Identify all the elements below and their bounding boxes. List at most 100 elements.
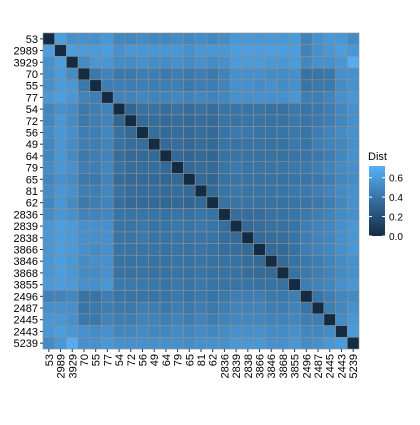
- heatmap-cell: [206, 32, 219, 45]
- heatmap-cell: [218, 114, 231, 127]
- heatmap-cell: [171, 91, 184, 104]
- heatmap-cell: [136, 126, 149, 139]
- heatmap-cell: [89, 44, 102, 57]
- heatmap-cell: [194, 325, 208, 338]
- heatmap-cell: [218, 208, 231, 221]
- heatmap-cell: [171, 138, 184, 151]
- heatmap-cell: [265, 79, 278, 92]
- heatmap-cell: [42, 56, 55, 69]
- heatmap-cell: [101, 243, 114, 256]
- heatmap-cell: [218, 173, 231, 186]
- x-tick-label: 3866: [255, 354, 267, 378]
- heatmap-cell: [77, 149, 91, 163]
- x-tick-label: 79: [173, 354, 185, 366]
- heatmap-cell: [276, 278, 290, 291]
- heatmap-cell: [77, 126, 91, 139]
- x-tick-label: 3868: [278, 354, 290, 378]
- heatmap-cell: [89, 243, 102, 256]
- heatmap-cell: [335, 102, 348, 116]
- heatmap-cell: [159, 231, 173, 244]
- heatmap-cell: [300, 91, 313, 104]
- heatmap-cell: [288, 32, 301, 45]
- heatmap-cell: [288, 278, 301, 291]
- heatmap-cell: [253, 102, 266, 116]
- heatmap-cell: [171, 184, 184, 198]
- heatmap-cell: [89, 149, 102, 163]
- heatmap-cell: [148, 79, 161, 92]
- heatmap-cell: [136, 208, 149, 221]
- heatmap-cell: [54, 278, 67, 291]
- heatmap-cell: [311, 219, 325, 233]
- heatmap-cell: [265, 196, 278, 209]
- heatmap-cell: [253, 184, 266, 198]
- heatmap-cell: [311, 184, 325, 198]
- heatmap-cell: [323, 196, 336, 209]
- x-tick-label: 55: [91, 354, 103, 366]
- heatmap-cell: [183, 56, 196, 69]
- heatmap-cell: [311, 313, 325, 326]
- heatmap-cell: [183, 67, 196, 81]
- heatmap-cell: [311, 301, 325, 315]
- heatmap-cell: [229, 208, 243, 221]
- heatmap-cell: [54, 266, 67, 280]
- heatmap-cell: [148, 243, 161, 256]
- heatmap-cell: [265, 255, 278, 268]
- heatmap-cell: [323, 313, 336, 326]
- heatmap-cell: [89, 208, 102, 221]
- heatmap-cell: [183, 114, 196, 127]
- heatmap-cell: [42, 208, 55, 221]
- heatmap-cell: [346, 290, 360, 303]
- y-tick-label: 2496: [14, 291, 38, 303]
- heatmap-cell: [101, 313, 114, 326]
- heatmap-cell: [300, 243, 313, 256]
- heatmap-cell: [66, 138, 79, 151]
- heatmap-cell: [346, 208, 360, 221]
- heatmap-cell: [335, 231, 348, 244]
- heatmap-cell: [124, 219, 137, 233]
- heatmap-cell: [288, 231, 301, 244]
- heatmap-cell: [276, 44, 290, 57]
- heatmap-cell: [346, 243, 360, 256]
- heatmap-cell: [346, 173, 360, 186]
- heatmap-cell: [54, 91, 67, 104]
- heatmap-cell: [194, 126, 208, 139]
- heatmap-cell: [311, 149, 325, 163]
- heatmap-cell: [112, 161, 126, 174]
- heatmap-cell: [148, 161, 161, 174]
- heatmap-cell: [194, 278, 208, 291]
- heatmap-cell: [148, 208, 161, 221]
- heatmap-cell: [300, 208, 313, 221]
- heatmap-cell: [311, 114, 325, 127]
- heatmap-cell: [183, 243, 196, 256]
- heatmap-cell: [124, 184, 137, 198]
- heatmap-cell: [311, 208, 325, 221]
- y-tick-label: 53: [26, 34, 38, 46]
- heatmap-cell: [346, 325, 360, 338]
- heatmap-cell: [54, 114, 67, 127]
- heatmap-cell: [265, 114, 278, 127]
- heatmap-cell: [124, 56, 137, 69]
- heatmap-cell: [112, 173, 126, 186]
- heatmap-cell: [112, 114, 126, 127]
- x-tick-label: 2838: [243, 354, 255, 378]
- heatmap-cell: [311, 44, 325, 57]
- heatmap-cell: [54, 231, 67, 244]
- heatmap-cell: [276, 138, 290, 151]
- heatmap-cell: [112, 290, 126, 303]
- heatmap-cell: [346, 336, 360, 350]
- heatmap-cell: [311, 173, 325, 186]
- heatmap-cell: [66, 126, 79, 139]
- x-tick-label: 56: [137, 354, 149, 366]
- heatmap-cell: [89, 161, 102, 174]
- heatmap-cell: [112, 313, 126, 326]
- heatmap-cell: [300, 102, 313, 116]
- heatmap-cell: [311, 266, 325, 280]
- heatmap-cell: [311, 243, 325, 256]
- heatmap-cell: [54, 79, 67, 92]
- heatmap-cell: [124, 161, 137, 174]
- heatmap-cell: [265, 173, 278, 186]
- heatmap-cell: [124, 44, 137, 57]
- heatmap-cell: [66, 313, 79, 326]
- heatmap-cell: [66, 161, 79, 174]
